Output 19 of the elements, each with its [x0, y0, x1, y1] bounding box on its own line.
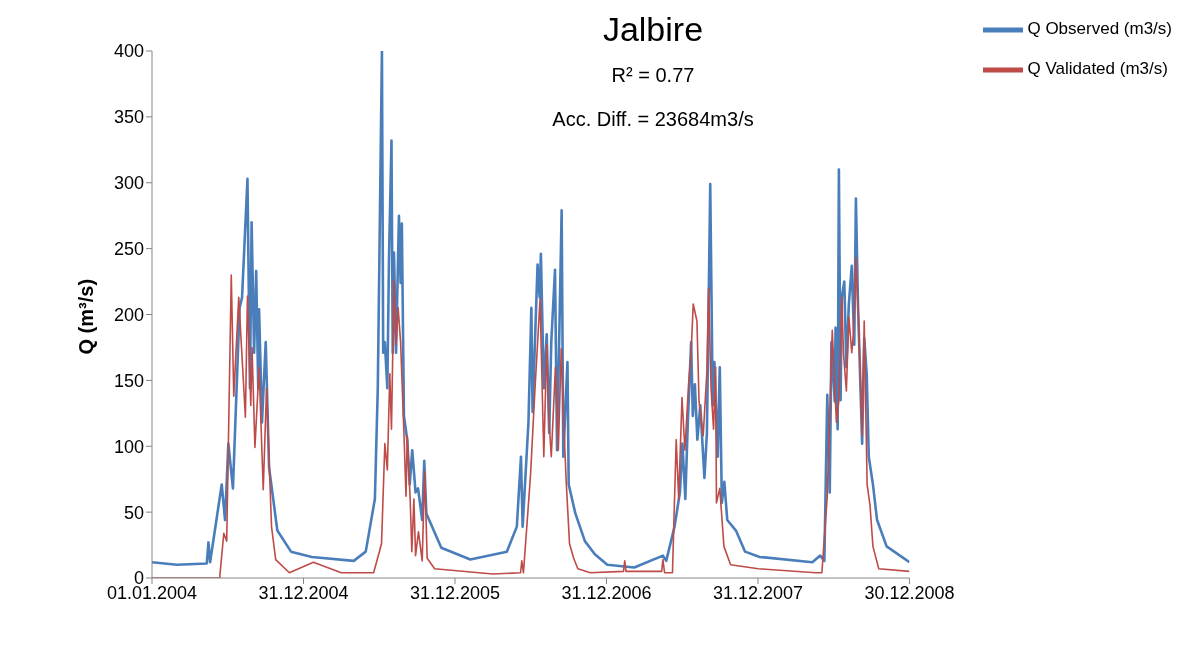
chart-title: Jalbire [601, 10, 705, 49]
y-tick-label: 350 [113, 107, 144, 128]
y-tick-label: 100 [113, 436, 144, 457]
y-tick-label: 200 [113, 304, 144, 325]
y-tick-label: 150 [113, 370, 144, 391]
y-tick-label: 300 [113, 173, 144, 194]
x-tick-label: 31.12.2004 [258, 582, 349, 603]
y-axis-title: Q (m³/s) [75, 278, 98, 355]
y-tick-label: 50 [123, 502, 144, 523]
legend-label: Q Observed (m3/s) [1027, 19, 1172, 39]
x-tick-label: 31.12.2007 [712, 582, 804, 603]
x-tick-label: 31.12.2006 [561, 582, 652, 603]
x-tick-label: 30.12.2008 [864, 582, 955, 603]
y-tick-label: 250 [113, 239, 144, 260]
annotation: Acc. Diff. = 23684m3/s [551, 108, 755, 131]
y-tick-label: 400 [113, 41, 144, 62]
x-tick-label: 31.12.2005 [409, 582, 501, 603]
legend-label: Q Validated (m3/s) [1027, 59, 1168, 79]
annotation: R² = 0.77 [610, 64, 696, 87]
